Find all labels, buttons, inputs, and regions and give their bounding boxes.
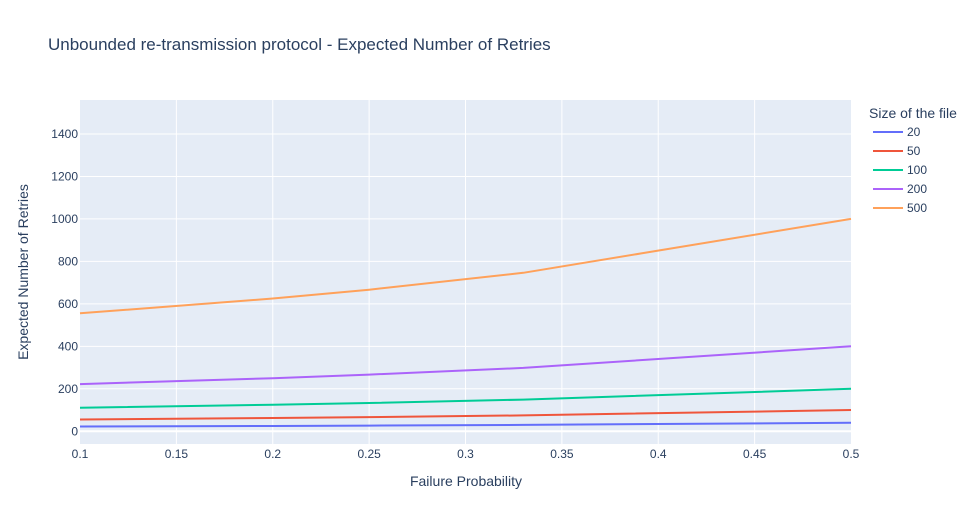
y-tick-label: 600 (58, 297, 78, 311)
legend-label-200: 200 (907, 182, 927, 196)
legend-label-50: 50 (907, 144, 921, 158)
x-tick-label: 0.1 (72, 447, 89, 461)
y-axis-title: Expected Number of Retries (15, 184, 31, 360)
y-axis-ticks: 0 200 400 600 800 1000 1200 1400 (51, 127, 78, 438)
y-tick-label: 1400 (51, 127, 78, 141)
y-tick-label: 800 (58, 254, 78, 268)
series-line-200 (79, 345, 852, 386)
grid-lines (80, 100, 851, 444)
series-line-500 (79, 217, 852, 315)
legend-label-500: 500 (907, 201, 927, 215)
y-tick-label: 1000 (51, 212, 78, 226)
x-tick-label: 0.2 (264, 447, 281, 461)
series-line-50 (79, 409, 852, 421)
chart-title: Unbounded re-transmission protocol - Exp… (48, 35, 551, 54)
y-tick-label: 0 (71, 424, 78, 438)
x-tick-label: 0.5 (843, 447, 860, 461)
x-tick-label: 0.35 (550, 447, 574, 461)
x-tick-label: 0.4 (650, 447, 667, 461)
x-axis-title: Failure Probability (410, 473, 522, 489)
legend: Size of the file 20 50 100 200 500 (869, 105, 957, 215)
y-tick-label: 1200 (51, 169, 78, 183)
x-tick-label: 0.15 (165, 447, 189, 461)
y-tick-label: 400 (58, 339, 78, 353)
y-tick-label: 200 (58, 382, 78, 396)
legend-title: Size of the file (869, 105, 957, 121)
x-tick-label: 0.25 (357, 447, 381, 461)
series-line-20 (79, 421, 852, 428)
x-axis-ticks: 0.1 0.15 0.2 0.25 0.3 0.35 0.4 0.45 0.5 (72, 447, 860, 461)
series-lines (79, 217, 852, 428)
x-tick-label: 0.3 (457, 447, 474, 461)
series-line-100 (79, 387, 852, 409)
x-tick-label: 0.45 (743, 447, 767, 461)
legend-label-20: 20 (907, 125, 921, 139)
legend-label-100: 100 (907, 163, 927, 177)
